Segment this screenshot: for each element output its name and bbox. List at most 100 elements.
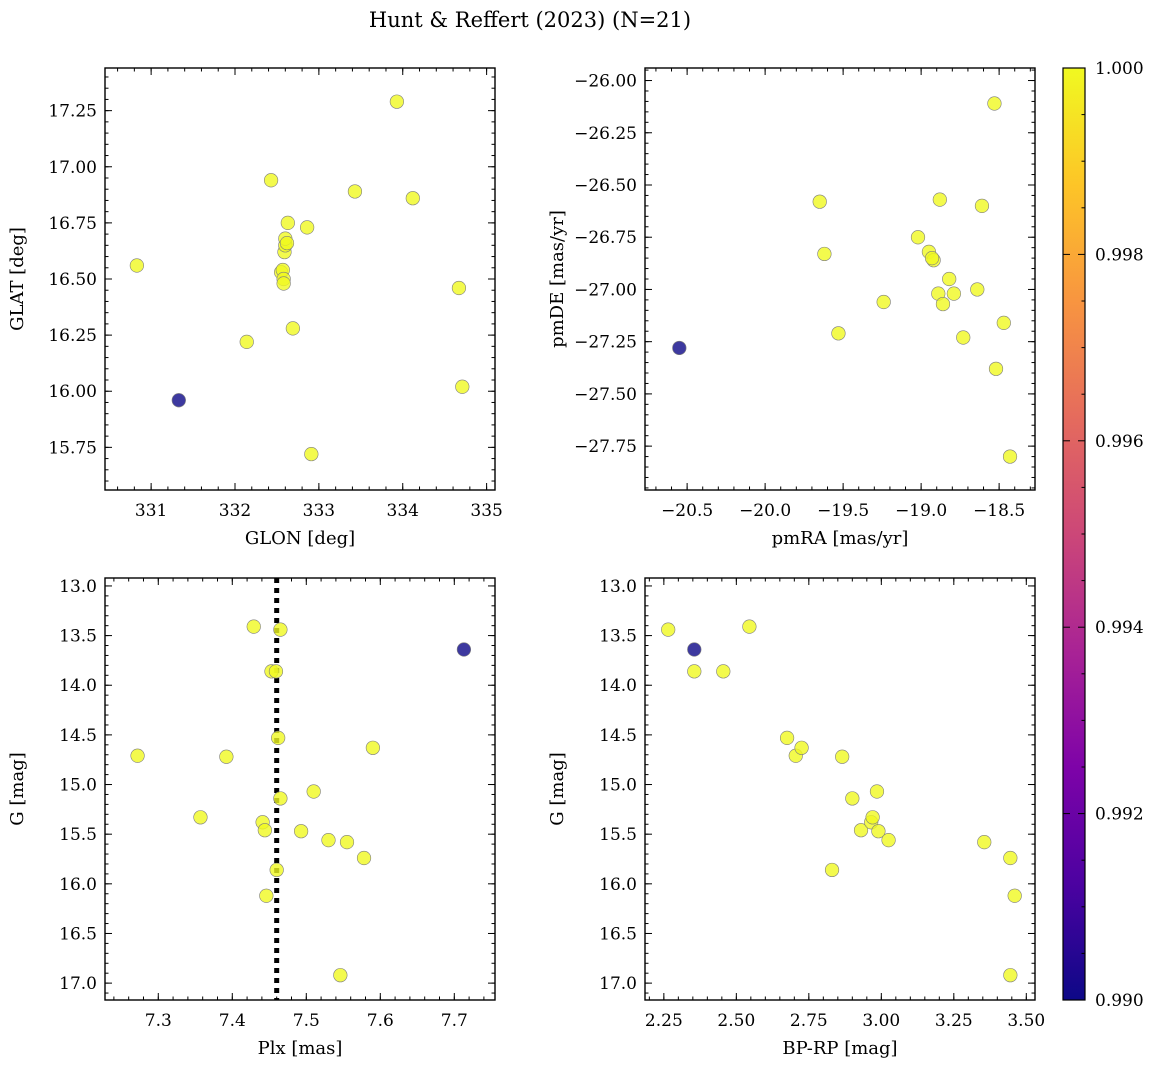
data-point: [451, 280, 467, 296]
data-point: [246, 619, 261, 634]
axes-frame: [644, 577, 1036, 1001]
panel-proper-motion: −20.5 −20.0 −19.5 −19.0 −18.5 −27.75 −27.50 −27…: [547, 67, 1036, 549]
y-tick-label: 13.5: [599, 627, 637, 647]
x-tick-label: 7.3: [145, 1011, 172, 1031]
data-point: [910, 230, 926, 245]
y-tick-label: 16.50: [48, 270, 97, 290]
x-tick-label: 3.50: [1007, 1011, 1045, 1031]
data-point: [130, 748, 145, 763]
data-point: [831, 326, 846, 341]
y-tick-label: −27.00: [574, 280, 637, 300]
data-point: [924, 251, 940, 266]
x-tick-label: 2.50: [717, 1011, 755, 1031]
y-axis-label: pmDE [mas/yr]: [547, 210, 568, 348]
data-point: [974, 198, 990, 213]
y-tick-label: −27.25: [574, 333, 637, 353]
data-point: [812, 194, 827, 209]
data-point: [271, 730, 286, 745]
data-point: [871, 824, 886, 839]
minor-ticks: [645, 68, 1035, 490]
minor-ticks: [105, 578, 495, 1000]
data-point: [263, 173, 279, 188]
minor-ticks: [645, 578, 1035, 1000]
x-tick-label: 2.25: [645, 1011, 683, 1031]
data-point: [1003, 850, 1018, 866]
data-point: [276, 276, 291, 291]
x-tick-label: 335: [470, 501, 502, 521]
colorbar-tick-label: 0.996: [1095, 432, 1144, 452]
data-point: [321, 833, 336, 848]
y-tick-label: 15.5: [59, 825, 97, 845]
data-point: [365, 740, 380, 755]
data-point: [273, 791, 288, 806]
colorbar-tick-label: 1.000: [1095, 59, 1144, 79]
y-tick-label: 17.25: [48, 102, 97, 122]
y-tick-label: −26.75: [574, 228, 637, 248]
y-tick-label: 16.5: [599, 924, 637, 944]
data-point: [339, 835, 355, 850]
x-axis-label: GLON [deg]: [245, 528, 355, 549]
data-point: [794, 740, 809, 755]
y-tick-label: −27.50: [574, 385, 637, 405]
colorbar: 0.990 0.992 0.994 0.996 0.998 1.000: [1062, 59, 1144, 1011]
data-point: [294, 824, 309, 839]
data-point: [716, 664, 731, 679]
data-point: [687, 642, 702, 657]
data-point: [268, 664, 284, 679]
axes-frame: [104, 577, 496, 1001]
data-point: [193, 810, 208, 825]
x-tick-label: 332: [219, 501, 251, 521]
data-point: [932, 192, 947, 207]
panel-sky: 331 332 333 334 335 15.75 16.00 16.25 16.50 16.75…: [7, 67, 503, 549]
data-point: [987, 96, 1002, 111]
y-tick-label: 16.0: [599, 875, 637, 895]
y-tick-label: 15.0: [599, 776, 637, 796]
x-tick-label: 3.25: [935, 1011, 973, 1031]
y-tick-label: 15.5: [599, 825, 637, 845]
data-point: [853, 823, 869, 838]
data-point: [817, 246, 832, 262]
data-point: [455, 379, 470, 394]
data-point: [865, 810, 880, 825]
data-point: [239, 334, 254, 349]
data-point: [996, 315, 1011, 330]
x-tick-label: 3.00: [862, 1011, 900, 1031]
x-tick-label: −20.0: [739, 501, 791, 521]
y-tick-label: 17.0: [59, 974, 97, 994]
data-point: [977, 835, 992, 850]
axes-frame: [104, 67, 496, 491]
data-point: [881, 833, 896, 848]
x-axis-label: BP-RP [mag]: [782, 1038, 897, 1059]
y-axis-label: G [mag]: [7, 752, 28, 825]
data-point: [1007, 888, 1022, 903]
data-point: [269, 862, 284, 878]
y-tick-label: 16.0: [59, 875, 97, 895]
data-point: [300, 220, 315, 235]
colorbar-tick-label: 0.994: [1095, 618, 1144, 638]
data-point: [824, 862, 840, 878]
data-point: [845, 791, 860, 806]
data-point: [835, 749, 850, 764]
colorbar-tick-label: 0.990: [1095, 991, 1144, 1011]
y-tick-label: 13.0: [59, 577, 97, 597]
data-point: [171, 393, 186, 408]
x-tick-label: 7.4: [219, 1011, 246, 1031]
data-point: [1003, 968, 1018, 983]
panel-cmd: 2.25 2.50 2.75 3.00 3.25 3.50 13.0 13.5 14.0 14.5…: [547, 577, 1045, 1059]
data-point: [356, 850, 372, 866]
y-axis-label: G [mag]: [547, 752, 568, 825]
axes-frame: [644, 67, 1036, 491]
x-tick-label: 2.75: [790, 1011, 828, 1031]
data-point: [347, 184, 363, 199]
data-point: [661, 622, 676, 637]
data-point: [970, 282, 985, 297]
data-point: [129, 258, 144, 273]
y-tick-label: 16.75: [48, 214, 97, 234]
y-tick-label: 16.5: [59, 924, 97, 944]
x-tick-label: −18.5: [973, 501, 1025, 521]
y-tick-label: −26.50: [574, 176, 637, 196]
data-point: [988, 361, 1004, 376]
y-tick-label: 17.00: [48, 158, 97, 178]
data-point: [946, 286, 961, 301]
colorbar-tick-label: 0.998: [1095, 245, 1144, 265]
